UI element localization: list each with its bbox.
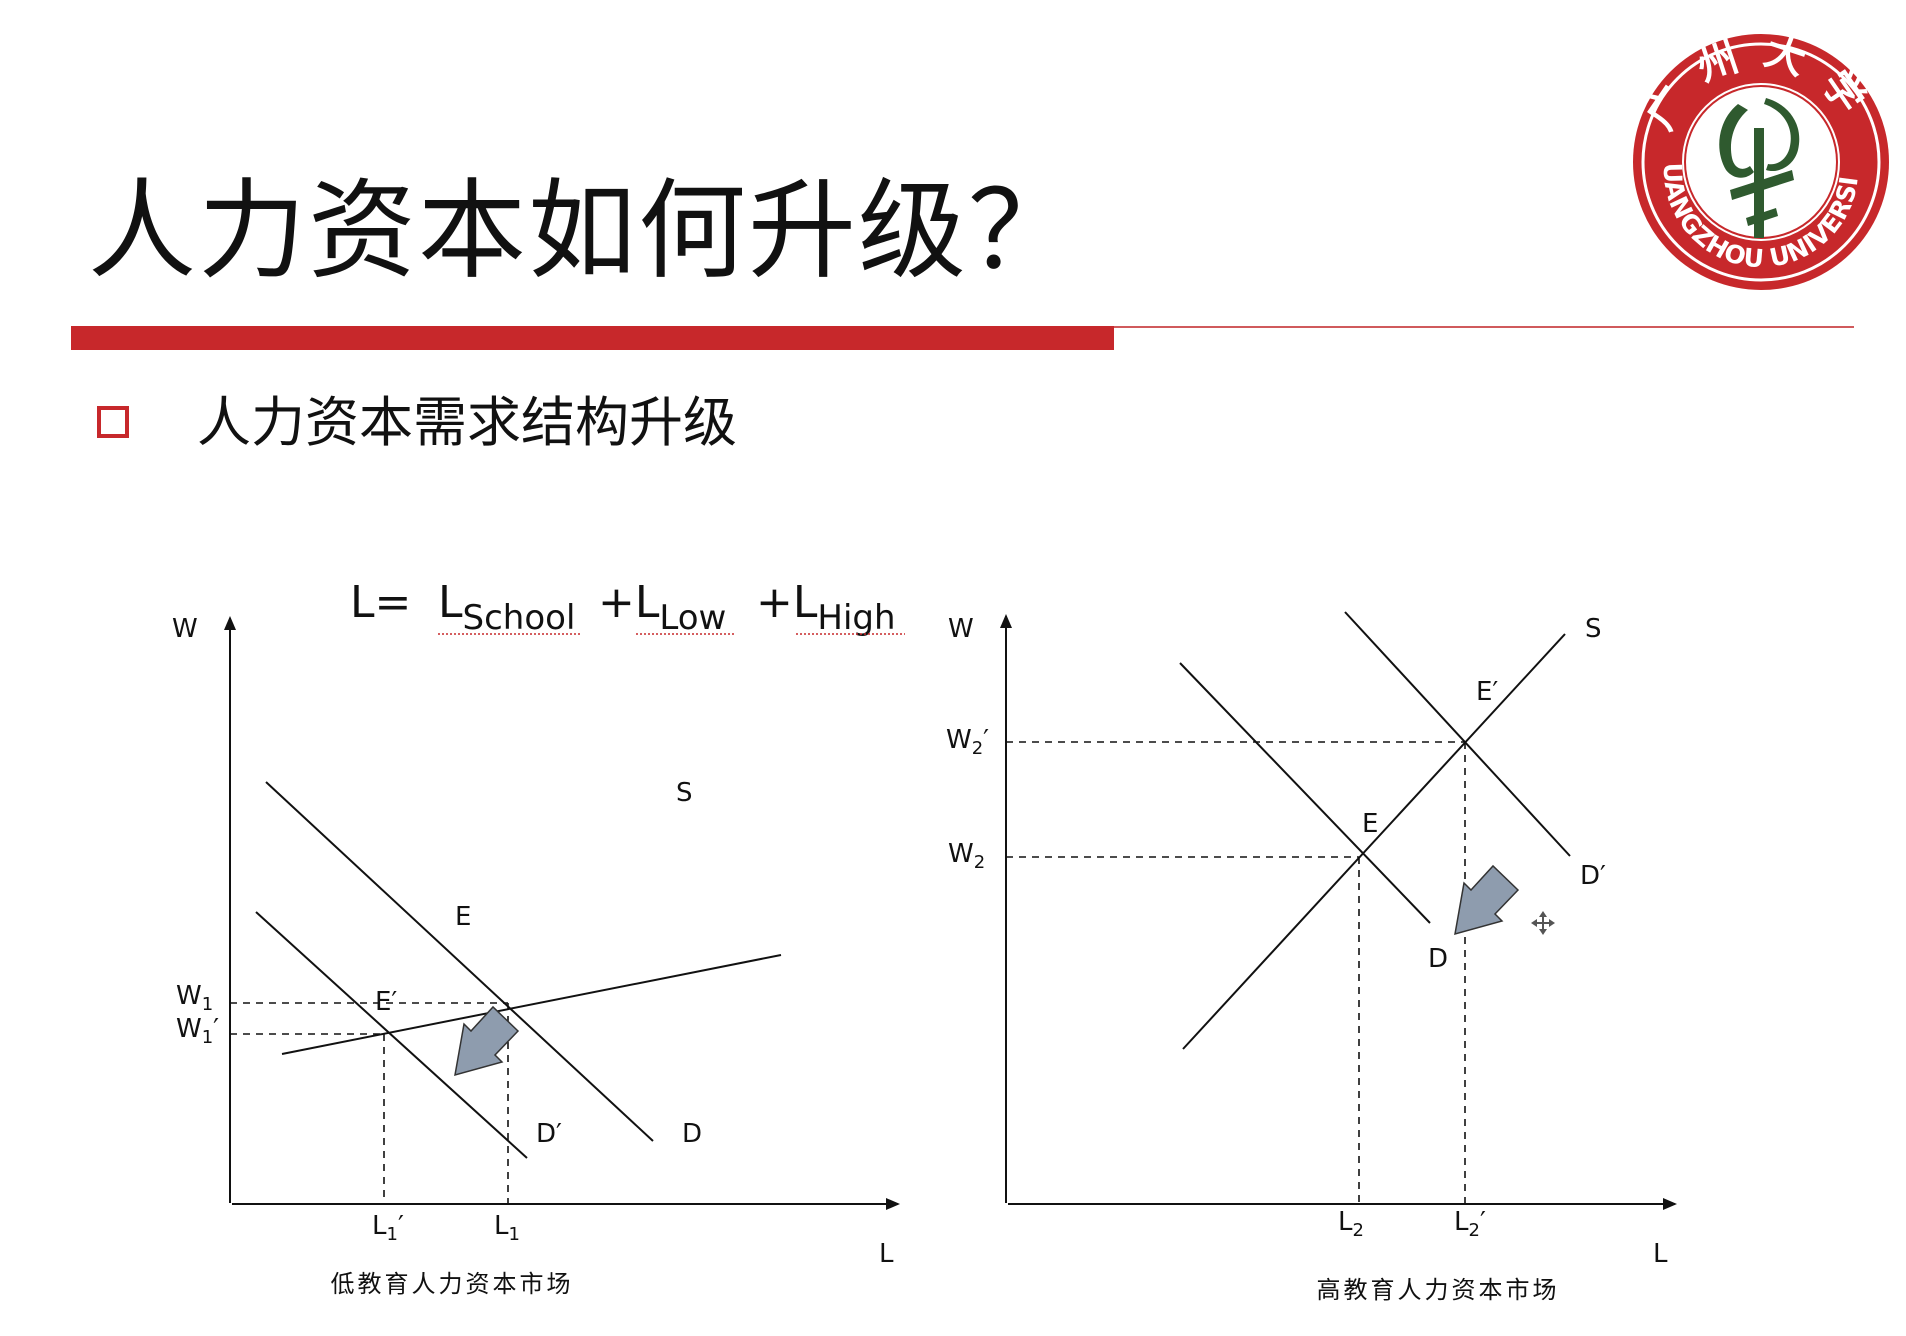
seal-emblem-icon xyxy=(1719,98,1800,238)
left-chart-caption: 低教育人力资本市场 xyxy=(331,1270,574,1298)
formula-term-school: LSchool xyxy=(438,577,575,638)
formula-lhs: L= xyxy=(350,577,411,628)
left-L1-prime-label: L1′ xyxy=(372,1211,404,1245)
bullet-square-icon xyxy=(97,406,129,438)
left-chart xyxy=(224,616,900,1210)
bullet-text: 人力资本需求结构升级 xyxy=(197,391,737,454)
right-W2-label: W2 xyxy=(948,839,985,873)
left-demand-curve-D-prime xyxy=(255,911,528,1159)
left-W1-prime-label: W1′ xyxy=(176,1014,219,1048)
formula: L= LSchool +LLow +LHigh xyxy=(350,577,905,638)
left-demand-curve-D xyxy=(265,781,654,1142)
university-seal-logo: 广州大学 GUANGZHOU UNIVERSITY xyxy=(1626,20,1889,290)
left-supply-curve xyxy=(281,954,782,1055)
left-E-prime-label: E′ xyxy=(375,987,397,1017)
left-y-axis-label: W xyxy=(172,614,198,644)
right-chart xyxy=(1000,611,1677,1210)
title-underline-thin xyxy=(1114,326,1854,328)
left-L1-label: L1 xyxy=(494,1211,520,1245)
left-shift-arrow xyxy=(454,1005,520,1077)
right-S-label: S xyxy=(1585,614,1602,644)
left-E-label: E xyxy=(455,902,471,932)
right-x-axis-label: L xyxy=(1653,1239,1668,1269)
move-cursor-icon xyxy=(1531,911,1555,935)
formula-term-high: +LHigh xyxy=(756,577,896,638)
title-underline-thick xyxy=(71,326,1114,350)
left-S-label: S xyxy=(676,778,693,808)
right-chart-labels: W L S D D′ E E′ W2′ W2 L2 L2′ xyxy=(946,614,1668,1269)
right-demand-curve-D xyxy=(1179,662,1431,924)
left-D-label: D xyxy=(682,1119,702,1149)
right-demand-curve-D-prime xyxy=(1344,611,1571,857)
left-W1-label: W1 xyxy=(176,981,213,1015)
formula-term-low: +LLow xyxy=(598,577,726,638)
left-x-axis-label: L xyxy=(879,1239,894,1269)
right-supply-curve xyxy=(1182,633,1566,1050)
right-E-label: E xyxy=(1362,809,1378,839)
right-E-prime-label: E′ xyxy=(1476,677,1498,707)
right-dashed-guides xyxy=(1006,741,1466,1204)
right-L2-label: L2 xyxy=(1338,1207,1364,1241)
left-D-prime-label: D′ xyxy=(536,1119,562,1149)
right-D-label: D xyxy=(1428,944,1448,974)
right-W2-prime-label: W2′ xyxy=(946,725,989,759)
slide-title: 人力资本如何升级？ xyxy=(88,169,1079,294)
right-shift-arrow xyxy=(1454,864,1520,936)
left-dashed-guides xyxy=(230,1002,509,1204)
left-chart-labels: W L S D D′ E E′ W1 W1′ L1′ L1 xyxy=(172,614,894,1269)
right-chart-caption: 高教育人力资本市场 xyxy=(1317,1276,1560,1304)
right-y-axis-label: W xyxy=(948,614,974,644)
right-D-prime-label: D′ xyxy=(1580,861,1606,891)
right-L2-prime-label: L2′ xyxy=(1454,1207,1486,1241)
